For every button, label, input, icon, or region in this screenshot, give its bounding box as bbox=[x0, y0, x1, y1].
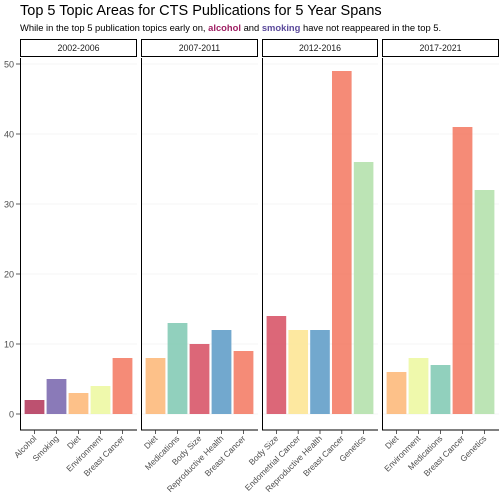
facet-label: 2002-2006 bbox=[57, 43, 99, 53]
bar bbox=[68, 393, 89, 414]
facet-strip bbox=[262, 39, 378, 57]
facet-label: 2007-2011 bbox=[179, 43, 221, 53]
chart-title: Top 5 Topic Areas for CTS Publications f… bbox=[20, 3, 382, 19]
bar bbox=[288, 330, 309, 414]
y-tick-label: 30 bbox=[4, 200, 14, 210]
subtitle-text-before: While in the top 5 publication topics ea… bbox=[20, 22, 209, 33]
bar bbox=[189, 344, 210, 414]
facet-strip bbox=[382, 39, 499, 57]
y-tick-label: 40 bbox=[4, 130, 14, 140]
bar bbox=[145, 358, 166, 414]
bar bbox=[353, 162, 374, 414]
subtitle-text-after: have not reappeared in the top 5. bbox=[300, 22, 442, 33]
bar bbox=[408, 358, 429, 414]
subtitle-highlight-alcohol: alcohol bbox=[208, 22, 241, 33]
y-tick-label: 50 bbox=[4, 60, 14, 70]
bar bbox=[331, 71, 352, 414]
bar bbox=[90, 386, 111, 414]
subtitle-text-middle: and bbox=[240, 22, 262, 33]
bar bbox=[474, 190, 495, 414]
bar bbox=[310, 330, 330, 414]
bar bbox=[167, 323, 188, 414]
y-tick-label: 20 bbox=[4, 270, 14, 280]
x-tick-label: Diet bbox=[65, 433, 83, 451]
bar bbox=[24, 400, 45, 414]
bar bbox=[452, 127, 473, 414]
bar bbox=[46, 379, 67, 414]
x-tick-label: Diet bbox=[142, 433, 160, 451]
bar bbox=[112, 358, 133, 414]
bar bbox=[233, 351, 254, 414]
bar bbox=[386, 372, 407, 414]
chart-subtitle: While in the top 5 publication topics ea… bbox=[20, 22, 441, 33]
facet-label: 2012-2016 bbox=[299, 43, 341, 53]
bar bbox=[430, 365, 451, 414]
facet-strip bbox=[20, 39, 137, 57]
bar bbox=[211, 330, 232, 414]
y-tick-label: 10 bbox=[4, 340, 14, 350]
subtitle-highlight-smoking: smoking bbox=[261, 22, 301, 33]
y-tick-label: 0 bbox=[9, 410, 14, 420]
x-tick-label: Diet bbox=[383, 433, 401, 451]
facet-strip bbox=[141, 39, 258, 57]
facet-label: 2017-2021 bbox=[419, 43, 461, 53]
bar bbox=[266, 316, 287, 414]
